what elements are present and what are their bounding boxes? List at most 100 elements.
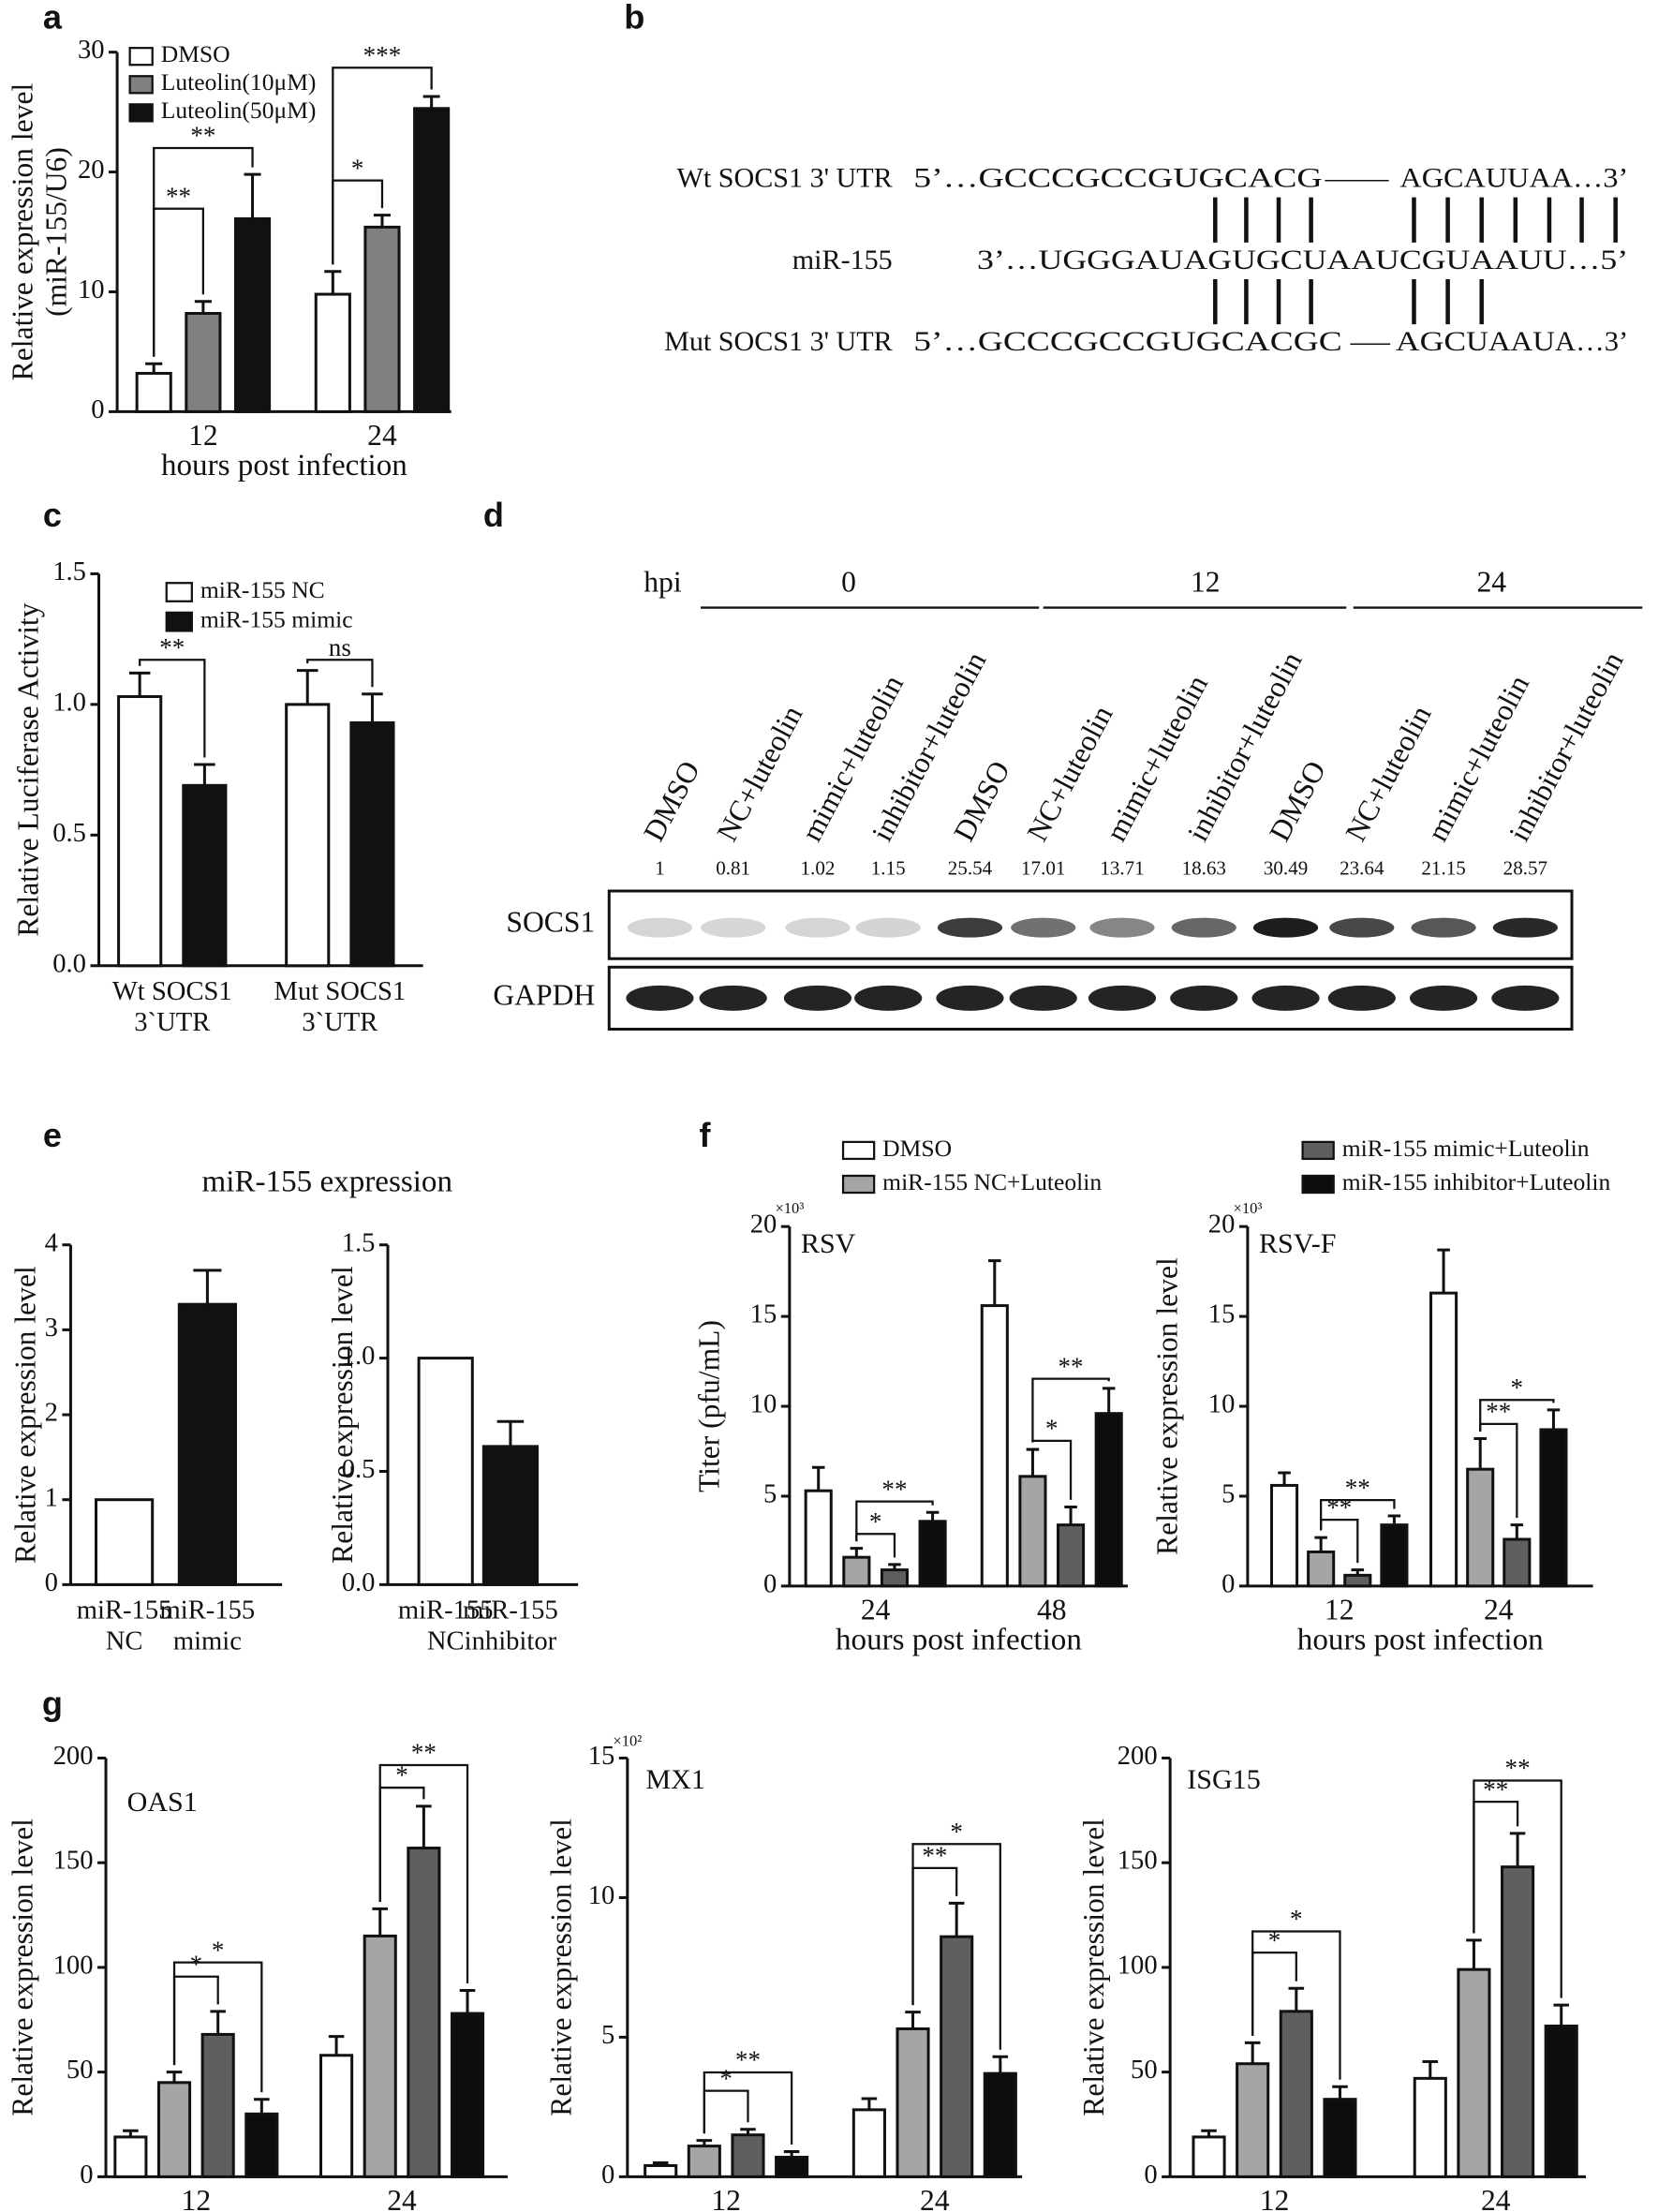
- error-bar: [1509, 1832, 1526, 1867]
- error-bar: [1387, 1514, 1401, 1525]
- significance-bracket: [1479, 1399, 1555, 1433]
- x-tick-label: 24: [861, 1594, 891, 1626]
- y-tick-label: 0: [763, 1569, 777, 1598]
- bar: [940, 1935, 974, 2178]
- y-tick-label: 0: [80, 2160, 93, 2190]
- gapdh-band: [626, 985, 694, 1011]
- legend-label: miR-155 NC+Luteolin: [882, 1168, 1102, 1195]
- legend-swatch: [165, 582, 193, 602]
- x-tick-label-box: Wt SOCS1 3`UTR: [111, 976, 232, 1038]
- bar: [731, 2133, 765, 2178]
- y-tick-label: 100: [53, 1951, 94, 1980]
- y-axis-label: Relative expression level: [544, 1819, 577, 2116]
- error-bar: [459, 1988, 476, 2014]
- y-axis-label: Relative expression level: [326, 1266, 359, 1564]
- bar: [1539, 1428, 1568, 1588]
- legend-label: DMSO: [161, 40, 230, 67]
- y-tick-label: 10: [1208, 1390, 1236, 1419]
- gapdh-band: [1251, 985, 1320, 1011]
- lane-label: DMSO: [1263, 755, 1332, 846]
- significance-bracket: [1251, 1930, 1341, 2080]
- y-tick-label: 150: [53, 1847, 94, 1876]
- significance-bracket: [911, 1843, 1001, 2050]
- y-tick-label: 0: [45, 1568, 58, 1597]
- significance-label: *: [395, 1761, 408, 1789]
- error-bar: [496, 1419, 525, 1447]
- bar: [687, 2145, 721, 2178]
- y-tick-label: 10: [78, 275, 105, 304]
- y-tick-label: 1: [45, 1483, 58, 1512]
- error-bar: [992, 2055, 1009, 2074]
- significance-label: ns: [329, 633, 351, 661]
- x-tick-label-box: miR-155 mimic: [159, 1596, 256, 1657]
- error-bar: [1278, 1471, 1291, 1486]
- quantification: 13.71: [1100, 856, 1144, 879]
- quantification: 21.15: [1421, 856, 1465, 879]
- significance-bracket: [139, 659, 206, 758]
- blot-row-label: SOCS1: [506, 905, 595, 938]
- x-tick-label: 12: [188, 419, 218, 452]
- sequence-segment: AGCAUUAA…3’: [1399, 162, 1628, 194]
- bar: [842, 1555, 871, 1588]
- y-tick-label: 1.0: [342, 1342, 376, 1371]
- error-bar: [905, 2011, 921, 2029]
- gapdh-band: [854, 985, 923, 1011]
- significance-label: **: [881, 1475, 907, 1503]
- error-bar: [296, 669, 318, 705]
- error-bar: [210, 2010, 226, 2035]
- y-multiplier: ×10³: [775, 1199, 804, 1217]
- sequence-segment: —: [1349, 325, 1391, 357]
- x-tick-label: miR-155 mimic: [159, 1596, 256, 1657]
- error-bar: [1102, 1387, 1116, 1414]
- bar: [233, 216, 272, 413]
- bar: [983, 2071, 1017, 2178]
- chart-title: OAS1: [127, 1786, 198, 1818]
- error-bar: [254, 2098, 270, 2115]
- error-bar: [925, 1510, 940, 1522]
- quantification: 30.49: [1264, 856, 1308, 879]
- chart-title: RSV-F: [1259, 1227, 1336, 1259]
- significance-label: **: [735, 2046, 761, 2074]
- error-bar: [1351, 1568, 1365, 1576]
- y-tick-label: 5: [763, 1480, 777, 1509]
- y-tick-label: 150: [1118, 1847, 1158, 1876]
- x-tick-label: 12: [182, 2184, 212, 2212]
- y-tick-label: 1.0: [52, 688, 86, 717]
- bar: [1018, 1475, 1047, 1588]
- sequence-segment: 5’…GCCCGCCGUGCACG: [913, 162, 1322, 194]
- error-bar: [888, 1563, 901, 1570]
- error-bar: [1422, 2059, 1439, 2079]
- x-tick-label: Wt SOCS1 3`UTR: [111, 976, 232, 1038]
- bar: [1413, 2076, 1447, 2178]
- legend-label: miR-155 NC: [200, 576, 325, 603]
- legend-swatch: [165, 611, 193, 632]
- y-tick-label: 4: [45, 1228, 58, 1257]
- y-axis-label: Relative Luciferase Activity: [12, 602, 45, 936]
- sequence-segment: ——: [1325, 162, 1390, 194]
- significance-label: *: [719, 2064, 733, 2092]
- legend-swatch: [128, 103, 154, 123]
- x-tick-label: 24: [367, 419, 397, 452]
- bar: [980, 1304, 1009, 1588]
- y-tick-label: 0.0: [342, 1568, 376, 1597]
- significance-label: ***: [363, 41, 402, 69]
- lane-label: inhibitor+luteolin: [1503, 646, 1630, 847]
- significance-label: **: [159, 633, 185, 661]
- x-tick-label: 12: [711, 2184, 741, 2212]
- bar: [1279, 2010, 1313, 2178]
- panel-label: c: [43, 496, 62, 534]
- significance-label: *: [212, 1936, 225, 1964]
- lane-label: DMSO: [947, 755, 1016, 846]
- y-tick-label: 15: [750, 1300, 777, 1329]
- socs1-band: [1252, 917, 1319, 938]
- y-tick-label: 0.5: [342, 1455, 376, 1484]
- significance-bracket: [855, 1500, 934, 1542]
- y-multiplier: ×10³: [1233, 1199, 1262, 1217]
- sequence-label: Mut SOCS1 3' UTR: [664, 325, 894, 357]
- quantification: 1.15: [871, 856, 906, 879]
- bar: [1501, 1865, 1535, 2178]
- significance-bracket: [306, 659, 374, 688]
- bar: [117, 695, 163, 968]
- gapdh-band: [1170, 985, 1238, 1011]
- significance-bracket: [378, 1763, 469, 1983]
